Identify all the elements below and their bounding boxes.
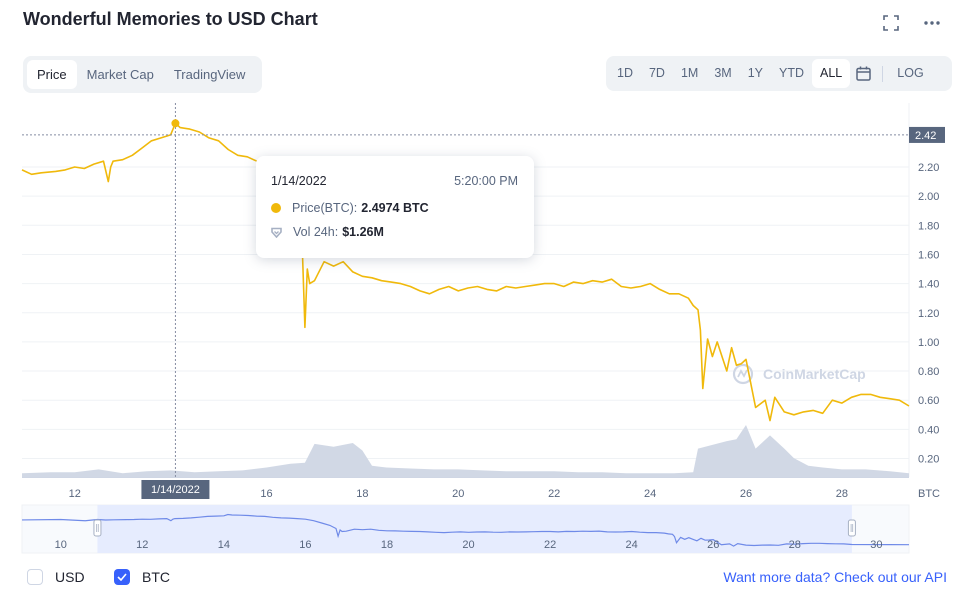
navigator-tick-label: 24 [626,539,638,551]
navigator-tick-label: 10 [55,539,67,551]
tab-tradingview[interactable]: TradingView [173,67,246,82]
range-7d[interactable]: 7D [648,66,665,80]
x-tick-label: 18 [356,488,368,500]
tooltip-volume-label: Vol 24h: [293,225,339,239]
range-1y[interactable]: 1Y [747,66,764,80]
legend-btc-label: BTC [142,569,170,585]
tooltip-price-value: 2.4974 BTC [361,201,429,215]
navigator-tick-label: 30 [870,539,882,551]
price-tooltip: 1/14/2022 5:20:00 PM Price(BTC): 2.4974 … [256,156,534,258]
tab-market-cap[interactable]: Market Cap [86,67,154,82]
y-tick-label: 2.00 [918,191,939,203]
navigator-line [21,513,910,547]
coinmarketcap-watermark: CoinMarketCap [732,363,866,385]
navigator-tick-label: 16 [299,539,311,551]
x-tick-label: 20 [452,488,464,500]
volume-area [22,425,909,477]
navigator-left-handle [93,519,102,537]
tooltip-volume-value: $1.26M [342,225,384,239]
range-1d[interactable]: 1D [617,66,633,80]
y-tick-label: 0.20 [918,454,939,466]
tooltip-date: 1/14/2022 [271,174,327,188]
range-divider [882,65,884,82]
tooltip-time: 5:20:00 PM [454,174,518,188]
more-horizontal-icon[interactable] [921,12,943,34]
y-tick-label: 1.80 [918,220,939,232]
navigator-background [21,504,910,554]
x-tick-label: 26 [740,488,752,500]
x-tick-label: 16 [260,488,272,500]
range-ytd[interactable]: YTD [779,66,805,80]
api-promo: Want more data? Check out our API [723,569,947,585]
y-tick-label: 1.00 [918,337,939,349]
time-range-selector: 1D 7D 1M 3M 1Y YTD ALL LOG [606,56,952,91]
y-tick-label: 0.60 [918,395,939,407]
y-tick-label: 2.20 [918,162,939,174]
range-1m[interactable]: 1M [680,66,699,80]
crosshair-x-label: 1/14/2022 [151,484,200,496]
tab-price[interactable]: Price [27,60,77,89]
navigator-tick-label: 28 [789,539,801,551]
log-scale-toggle[interactable]: LOG [897,66,924,80]
api-prefix: Want more data? [723,569,831,585]
y-tick-label: 1.60 [918,249,939,261]
calendar-icon[interactable] [850,59,876,88]
watermark-text: CoinMarketCap [763,366,866,382]
x-tick-label: 28 [836,488,848,500]
tooltip-price-row: Price(BTC): 2.4974 BTC [271,201,429,215]
tooltip-price-label: Price(BTC): [292,201,358,215]
y-tick-label: 1.40 [918,279,939,291]
navigator-tick-label: 18 [381,539,393,551]
y-axis-unit: BTC [918,488,940,500]
crosshair-y-label: 2.42 [915,130,936,142]
legend-usd[interactable]: USD [27,569,85,585]
range-3m[interactable]: 3M [714,66,732,80]
x-tick-label: 22 [548,488,560,500]
price-dot-icon [271,203,281,213]
crosshair-y-badge [909,126,945,143]
volume-shield-icon [271,227,282,238]
navigator-tick-label: 26 [707,539,719,551]
x-tick-label: 12 [69,488,81,500]
page-title: Wonderful Memories to USD Chart [23,9,318,29]
chart-type-tabs: Price Market Cap TradingView [23,56,262,93]
x-tick-label: 24 [644,488,656,500]
api-link[interactable]: Check out our API [834,569,947,585]
navigator-selection [97,505,852,553]
range-all[interactable]: ALL [812,59,851,88]
fullscreen-icon[interactable] [880,12,902,34]
y-tick-label: 0.40 [918,424,939,436]
navigator-tick-label: 12 [136,539,148,551]
navigator-tick-label: 22 [544,539,556,551]
btc-checkbox[interactable] [114,569,130,585]
y-tick-label: 1.20 [918,308,939,320]
hover-point [171,119,180,128]
tooltip-volume-row: Vol 24h: $1.26M [271,225,384,239]
y-tick-label: 0.80 [918,366,939,378]
navigator-tick-label: 14 [218,539,230,551]
legend-usd-label: USD [55,569,85,585]
navigator-tick-label: 20 [462,539,474,551]
crosshair-x-badge [141,480,210,499]
legend-btc[interactable]: BTC [114,569,170,585]
navigator-right-handle [847,519,856,537]
usd-checkbox[interactable] [27,569,43,585]
